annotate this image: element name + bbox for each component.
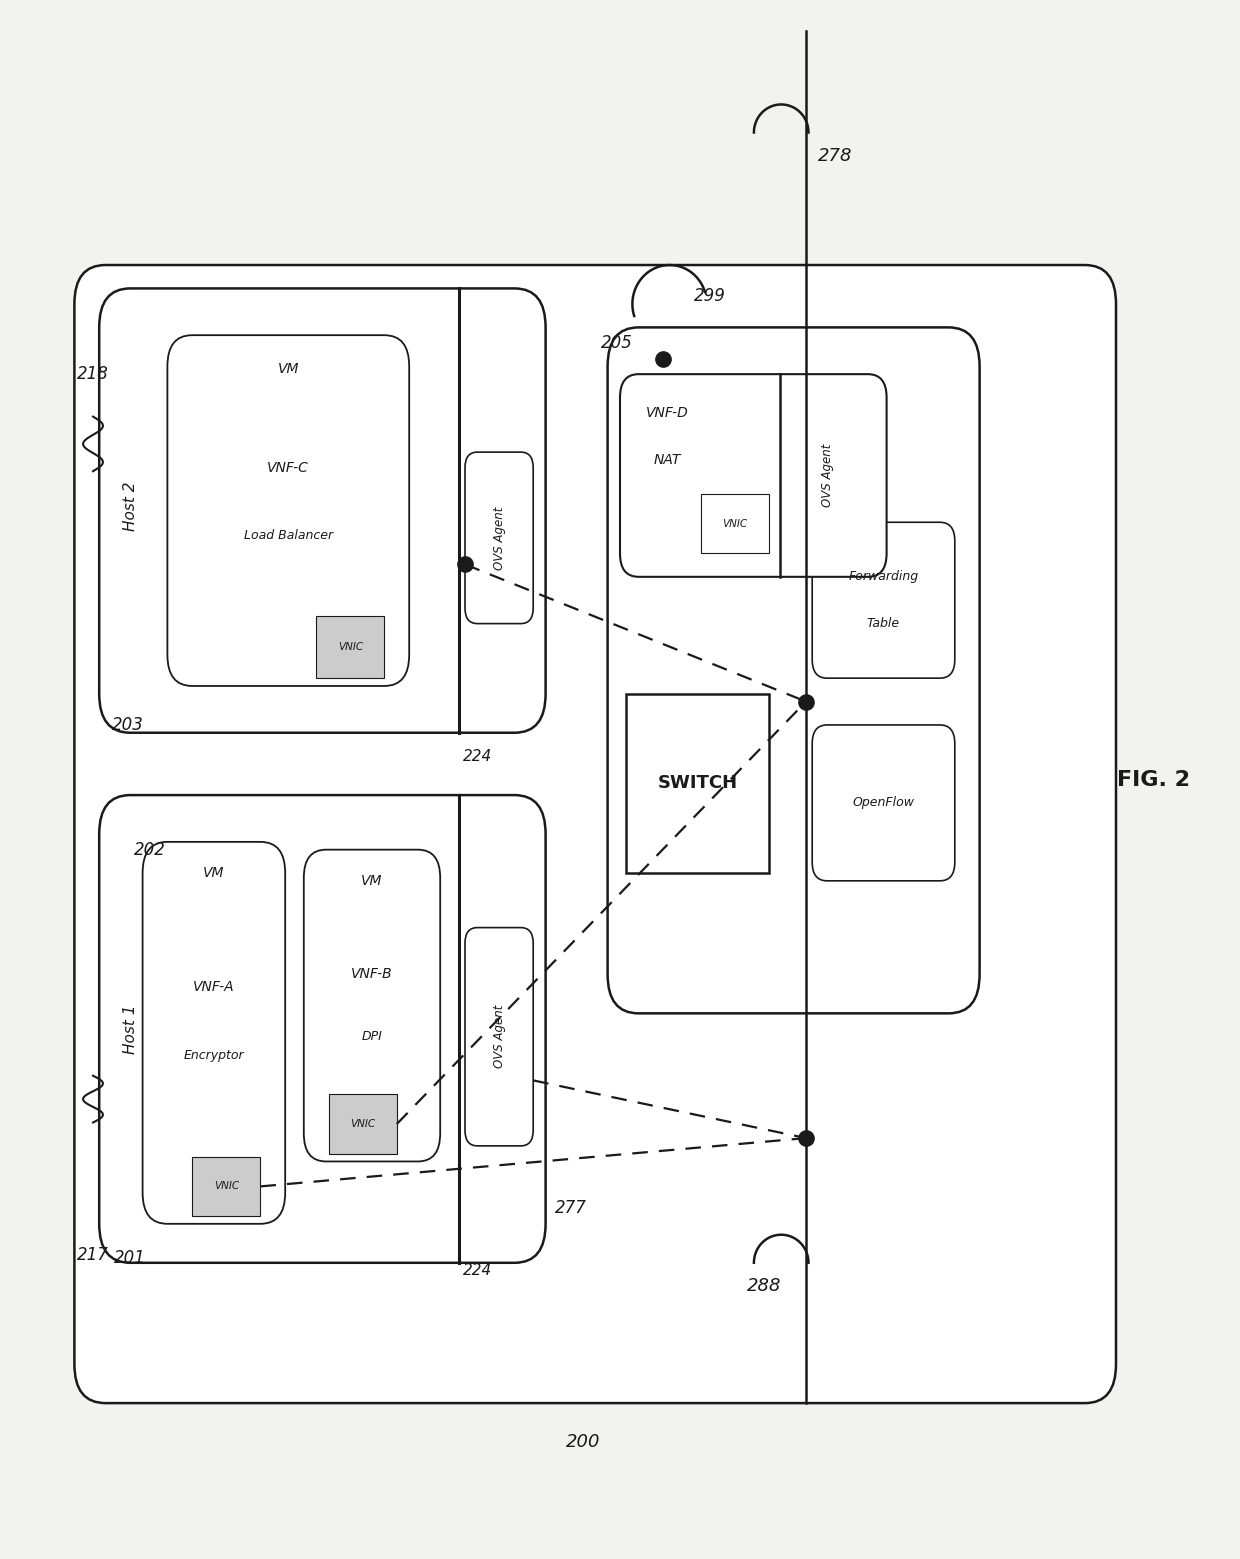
Text: VNF-D: VNF-D (646, 407, 688, 419)
Text: 202: 202 (134, 840, 166, 859)
Bar (701, 494, 769, 553)
Text: VM: VM (203, 867, 224, 879)
FancyBboxPatch shape (812, 725, 955, 881)
Text: OVS Agent: OVS Agent (492, 507, 506, 569)
Text: VNF-C: VNF-C (268, 461, 309, 475)
Bar (329, 1094, 397, 1154)
FancyBboxPatch shape (465, 928, 533, 1146)
Text: 217: 217 (77, 1246, 109, 1264)
Text: 288: 288 (746, 1277, 781, 1296)
FancyBboxPatch shape (812, 522, 955, 678)
Text: Table: Table (867, 617, 900, 630)
Text: NAT: NAT (653, 454, 681, 466)
FancyBboxPatch shape (99, 288, 546, 733)
FancyBboxPatch shape (620, 374, 887, 577)
Text: OVS Agent: OVS Agent (492, 1006, 506, 1068)
Text: 278: 278 (818, 147, 853, 165)
Text: VNIC: VNIC (337, 642, 363, 652)
FancyBboxPatch shape (74, 265, 1116, 1403)
Text: Load Balancer: Load Balancer (244, 529, 332, 541)
Text: Host 1: Host 1 (123, 1004, 138, 1054)
Text: OVS Agent: OVS Agent (821, 444, 833, 507)
FancyBboxPatch shape (143, 842, 285, 1224)
FancyBboxPatch shape (608, 327, 980, 1013)
Text: Encryptor: Encryptor (184, 1049, 244, 1062)
Bar (192, 1157, 260, 1216)
Text: VNF-B: VNF-B (351, 968, 393, 981)
FancyBboxPatch shape (99, 795, 546, 1263)
Bar (316, 616, 384, 678)
Text: 201: 201 (114, 1249, 146, 1267)
Bar (626, 694, 769, 873)
Text: 224: 224 (463, 748, 492, 764)
Text: 277: 277 (554, 1199, 587, 1218)
Text: VNF-A: VNF-A (193, 981, 234, 995)
Text: 299: 299 (694, 287, 727, 306)
Text: 224: 224 (463, 1263, 492, 1278)
FancyBboxPatch shape (167, 335, 409, 686)
Text: 200: 200 (565, 1433, 600, 1451)
Text: VM: VM (361, 875, 383, 887)
FancyBboxPatch shape (304, 850, 440, 1161)
Text: 203: 203 (112, 716, 144, 734)
Text: Host 2: Host 2 (123, 482, 138, 532)
Text: VNIC: VNIC (722, 519, 748, 529)
Text: DPI: DPI (362, 1030, 382, 1043)
Text: OpenFlow: OpenFlow (853, 797, 915, 809)
Text: 205: 205 (600, 334, 632, 352)
Text: 218: 218 (77, 365, 109, 384)
Text: Forwarding: Forwarding (848, 571, 919, 583)
Text: VM: VM (278, 363, 299, 376)
Text: FIG. 2: FIG. 2 (1117, 770, 1190, 789)
Text: VNIC: VNIC (350, 1119, 376, 1129)
FancyBboxPatch shape (465, 452, 533, 624)
Text: VNIC: VNIC (213, 1182, 239, 1191)
Text: SWITCH: SWITCH (657, 775, 738, 792)
